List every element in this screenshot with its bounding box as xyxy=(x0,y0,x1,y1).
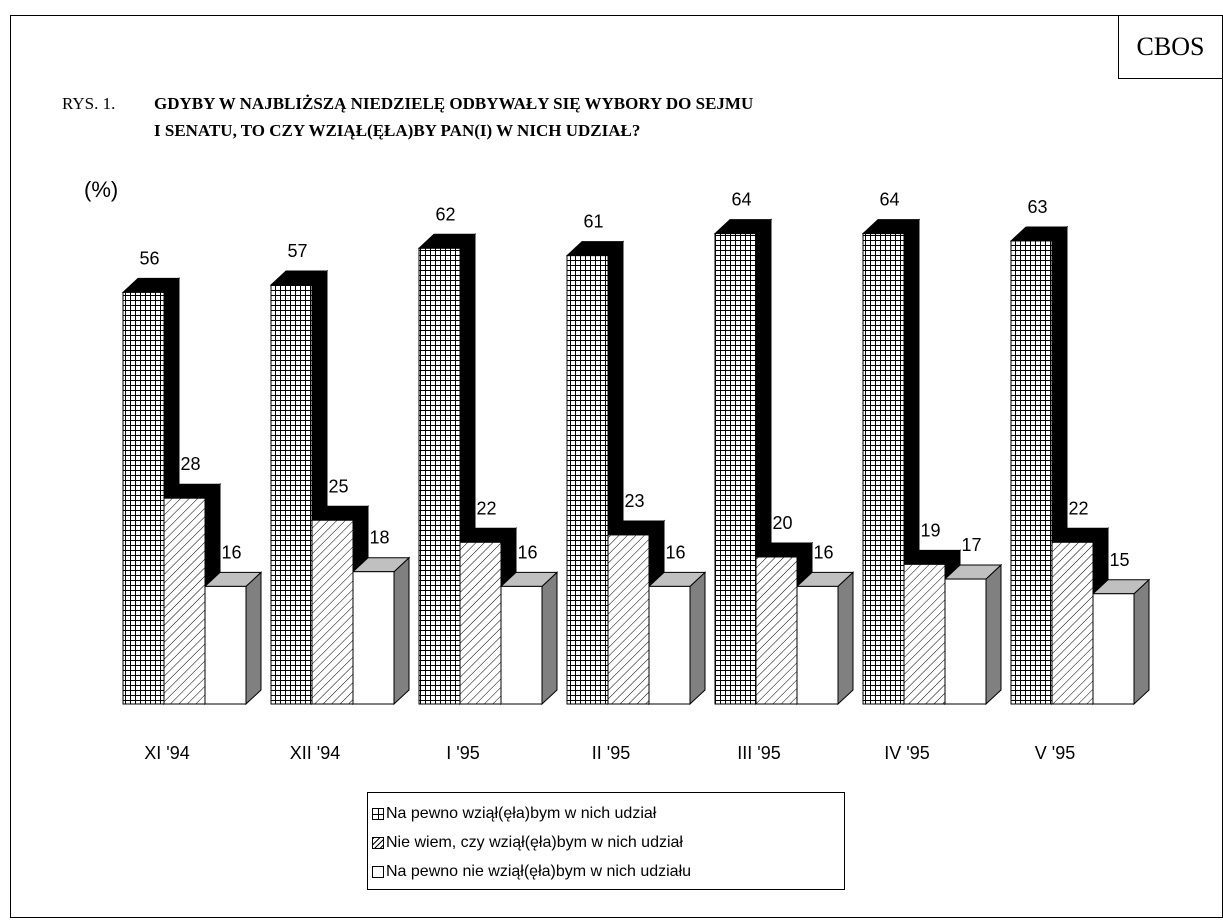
bar xyxy=(566,255,609,705)
bar-value-label: 25 xyxy=(328,476,348,496)
legend-item-unsure: Nie wiem, czy wziął(ęła)bym w nich udzia… xyxy=(372,828,844,857)
bar-group: 56 28 16 XI '94 xyxy=(121,248,263,763)
bar-value-label: 22 xyxy=(476,498,496,518)
bar xyxy=(352,571,395,705)
bar-side-face xyxy=(393,556,410,706)
bar-value-label: 16 xyxy=(517,542,537,562)
bar-side-face xyxy=(837,571,854,706)
bar-value-label: 20 xyxy=(772,513,792,533)
legend-label: Na pewno nie wziął(ęła)bym w nich udział… xyxy=(386,862,692,880)
bar-value-label: 19 xyxy=(920,520,940,540)
bar xyxy=(122,291,165,705)
x-tick-label: III '95 xyxy=(737,743,780,763)
bar xyxy=(163,497,206,705)
bar xyxy=(1010,240,1053,705)
legend-item-certain-yes: Na pewno wziął(ęła)bym w nich udział xyxy=(372,799,844,828)
bar-group: 57 25 18 XII '94 xyxy=(269,241,411,763)
bar xyxy=(648,585,691,705)
bar-side-face xyxy=(1133,578,1150,706)
bar-side-face xyxy=(541,571,558,706)
x-tick-label: XII '94 xyxy=(290,743,340,763)
bar-group: 64 19 17 IV '95 xyxy=(861,190,1003,763)
x-tick-label: IV '95 xyxy=(884,743,929,763)
figure-number: RYS. 1. xyxy=(62,94,116,113)
bar-value-label: 23 xyxy=(624,491,644,511)
x-tick-label: II '95 xyxy=(592,743,630,763)
blank-swatch-icon xyxy=(372,865,384,878)
bar xyxy=(500,585,543,705)
bar xyxy=(796,585,839,705)
bar-value-label: 61 xyxy=(583,212,603,232)
y-unit-label: (%) xyxy=(84,177,119,202)
bar-side-face xyxy=(985,563,1002,706)
bar xyxy=(862,233,905,705)
cbos-logo: CBOS xyxy=(1118,15,1223,79)
bar xyxy=(903,563,946,705)
legend-item-certain-no: Na pewno nie wziął(ęła)bym w nich udział… xyxy=(372,857,844,886)
x-tick-label: XI '94 xyxy=(144,743,189,763)
chart-title-line-1: GDYBY W NAJBLIŻSZĄ NIEDZIELĘ ODBYWAŁY SI… xyxy=(154,94,754,113)
bar-value-label: 56 xyxy=(139,248,159,268)
legend-label: Nie wiem, czy wziął(ęła)bym w nich udzia… xyxy=(386,833,683,851)
bar-value-label: 64 xyxy=(731,190,751,210)
bar-side-face xyxy=(245,571,262,706)
bar-value-label: 16 xyxy=(665,542,685,562)
bar xyxy=(311,519,354,705)
chart-title-line-2: I SENATU, TO CZY WZIĄŁ(ĘŁA)BY PAN(I) W N… xyxy=(154,121,641,140)
bar-value-label: 16 xyxy=(813,542,833,562)
legend: Na pewno wziął(ęła)bym w nich udział Nie… xyxy=(367,792,845,890)
logo-text: CBOS xyxy=(1136,32,1205,61)
x-tick-label: I '95 xyxy=(446,743,479,763)
bar-value-label: 28 xyxy=(180,454,200,474)
hatch-pattern-swatch-icon xyxy=(372,836,384,849)
bar-group: 62 22 16 I '95 xyxy=(417,204,559,763)
bars-layer: 56 28 16 XI '94 57 25 18 XII '94 62 22 16 I '95 61 23… xyxy=(121,190,1151,763)
bar-value-label: 63 xyxy=(1027,197,1047,217)
bar xyxy=(270,284,313,705)
bar-value-label: 16 xyxy=(221,542,241,562)
bar-side-face xyxy=(689,571,706,706)
bar xyxy=(944,578,987,705)
bar-value-label: 22 xyxy=(1068,498,1088,518)
bar-value-label: 17 xyxy=(961,535,981,555)
bar xyxy=(1051,541,1094,705)
bar-group: 61 23 16 II '95 xyxy=(565,212,707,763)
bar xyxy=(607,534,650,705)
bar-value-label: 62 xyxy=(435,204,455,224)
bar xyxy=(1092,593,1135,705)
bar xyxy=(755,556,798,705)
bar-value-label: 18 xyxy=(369,528,389,548)
bar xyxy=(714,233,757,705)
grid-pattern-swatch-icon xyxy=(372,807,384,820)
bar-value-label: 15 xyxy=(1109,550,1129,570)
legend-label: Na pewno wziął(ęła)bym w nich udział xyxy=(386,804,657,822)
bar xyxy=(459,541,502,705)
bar xyxy=(418,247,461,705)
bar-value-label: 64 xyxy=(879,190,899,210)
bar-group: 63 22 15 V '95 xyxy=(1009,197,1151,763)
x-tick-label: V '95 xyxy=(1035,743,1075,763)
bar xyxy=(204,585,247,705)
bar-value-label: 57 xyxy=(287,241,307,261)
bar-group: 64 20 16 III '95 xyxy=(713,190,855,763)
